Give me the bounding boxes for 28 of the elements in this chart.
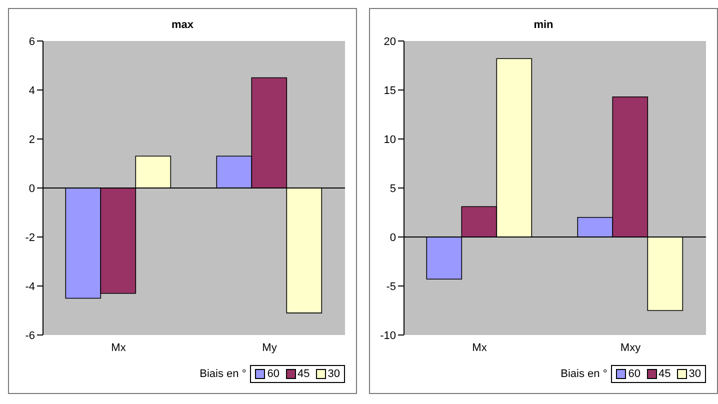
- x-tick-label: Mxy: [620, 342, 642, 354]
- y-tick-label: -6: [25, 330, 35, 342]
- y-tick-label: 20: [384, 36, 396, 48]
- y-tick-label: 0: [28, 182, 35, 195]
- x-tick-label: Mx: [111, 342, 126, 354]
- y-tick-label: 10: [384, 134, 396, 146]
- y-tick-label: 4: [28, 84, 35, 97]
- x-tick-label: My: [262, 342, 278, 354]
- legend-title: Biais en °: [200, 368, 246, 380]
- legend-title: Biais en °: [560, 368, 608, 380]
- y-tick-label: 15: [384, 84, 396, 97]
- chart-title: max: [170, 19, 195, 31]
- y-tick-label: -10: [380, 330, 396, 342]
- y-tick-label: -5: [386, 280, 396, 293]
- legend-label: 45: [658, 368, 671, 380]
- legend-label: 45: [298, 368, 310, 380]
- y-tick-label: 0: [390, 232, 396, 244]
- legend-label: 60: [628, 368, 640, 380]
- y-tick-label: -2: [25, 232, 35, 244]
- legend-label: 60: [267, 368, 280, 380]
- y-tick-label: 6: [28, 36, 35, 48]
- legend-label: 30: [688, 368, 701, 380]
- y-tick-label: -4: [25, 280, 35, 293]
- x-tick-label: Mx: [472, 342, 488, 354]
- legend-label: 30: [328, 368, 340, 380]
- y-tick-label: 2: [28, 134, 35, 146]
- chart-title: min: [532, 19, 554, 31]
- y-tick-label: 5: [390, 182, 396, 195]
